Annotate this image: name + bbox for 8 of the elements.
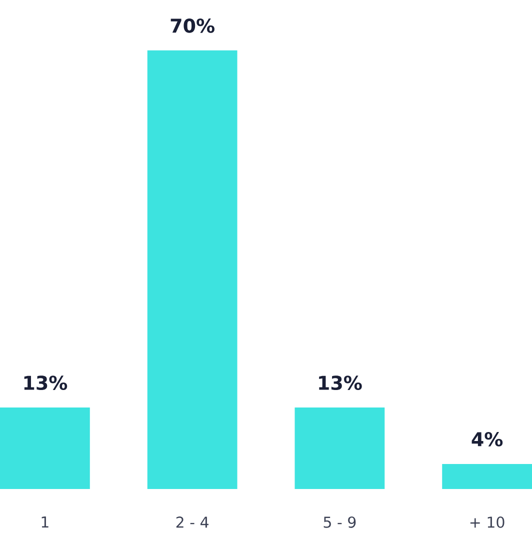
x-tick-label: 2 - 4 — [176, 516, 208, 528]
x-tick-label: + 10 — [470, 516, 504, 528]
data-label: 4% — [472, 432, 503, 446]
data-label: 13% — [319, 376, 362, 390]
x-tick-label: 5 - 9 — [324, 516, 356, 528]
data-label: 70% — [170, 18, 214, 33]
x-tick-label: 1 — [42, 516, 48, 528]
data-label: 13% — [24, 376, 68, 390]
